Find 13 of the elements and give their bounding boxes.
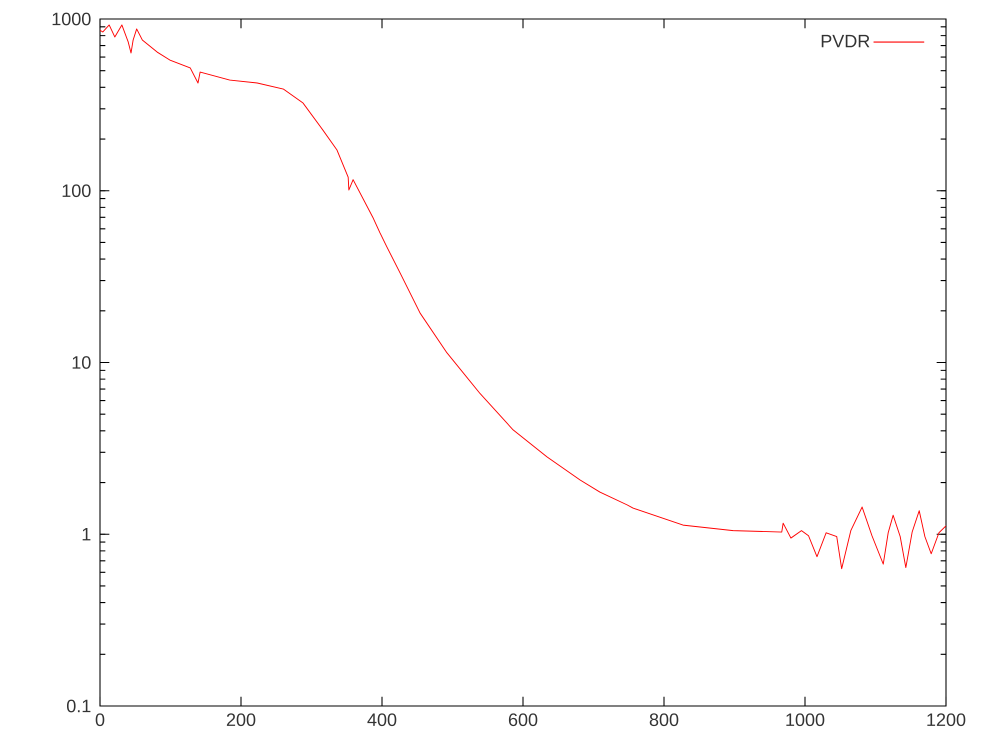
y-tick-label: 1000 bbox=[52, 12, 91, 26]
x-tick-label: 1000 bbox=[786, 713, 824, 726]
x-tick-label: 800 bbox=[650, 713, 678, 726]
y-tick-label: 100 bbox=[62, 184, 91, 198]
x-tick-label: 0 bbox=[96, 713, 104, 726]
y-tick-label: 1 bbox=[82, 528, 90, 540]
legend-label: PVDR bbox=[822, 34, 870, 48]
x-tick-label: 600 bbox=[508, 713, 538, 726]
x-tick-label: 200 bbox=[226, 713, 256, 726]
x-tick-label: 1200 bbox=[927, 713, 966, 726]
x-tick-label: 400 bbox=[367, 713, 396, 726]
y-tick-label: 0.1 bbox=[66, 700, 90, 712]
y-tick-label: 10 bbox=[72, 356, 91, 369]
